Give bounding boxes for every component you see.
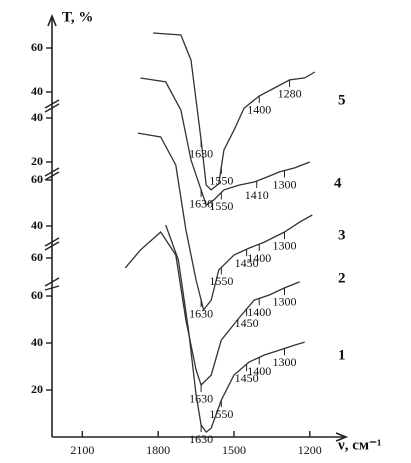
curve-label: 2 [338, 270, 346, 286]
x-axis-label: ν, см⁻¹ [337, 437, 382, 453]
peak-label: 1630 [189, 392, 213, 406]
peak-label: 1300 [273, 355, 297, 369]
curve-label: 3 [338, 227, 346, 243]
peak-label: 1400 [247, 364, 271, 378]
peak-label: 1400 [247, 251, 271, 265]
curve-label: 5 [338, 92, 346, 108]
spectrum-line [137, 132, 313, 312]
peak-label: 1300 [273, 177, 297, 191]
y-tick-label: 60 [31, 172, 43, 186]
peak-label: 1550 [209, 174, 233, 188]
curve-label: 4 [334, 175, 342, 191]
y-tick-label: 60 [31, 40, 43, 54]
peak-label: 1450 [235, 371, 259, 385]
axis-breaks [44, 99, 60, 291]
peak-label: 1300 [273, 239, 297, 253]
curve-label: 1 [338, 347, 346, 363]
peak-label: 1630 [189, 307, 213, 321]
x-tick-label: 1800 [146, 443, 170, 457]
y-tick-label: 40 [31, 218, 43, 232]
spectrum-line [165, 224, 305, 434]
peak-label: 1450 [235, 316, 259, 330]
peak-label: 1630 [189, 432, 213, 446]
peak-label: 1280 [278, 87, 302, 101]
peak-label: 1400 [247, 305, 271, 319]
y-tick-label: 60 [31, 250, 43, 264]
peak-label: 1630 [189, 147, 213, 161]
y-tick-label: 40 [31, 110, 43, 124]
peak-label: 1450 [235, 256, 259, 270]
y-axis-arrow [47, 13, 57, 27]
spectrum-line [153, 32, 316, 191]
y-axis-label: T, % [62, 9, 93, 25]
spectrum-line [124, 231, 300, 387]
y-tick-label: 40 [31, 84, 43, 98]
y-tick-label: 40 [31, 335, 43, 349]
x-tick-label: 2100 [70, 443, 94, 457]
peak-label: 1550 [209, 199, 233, 213]
x-axis-arrow [335, 432, 349, 442]
y-tick-label: 20 [31, 154, 43, 168]
x-tick-label: 1200 [298, 443, 322, 457]
peak-label: 1550 [209, 274, 233, 288]
y-tick-label: 20 [31, 382, 43, 396]
peak-label: 1300 [273, 295, 297, 309]
y-tick-label: 60 [31, 288, 43, 302]
spectrum-line [140, 77, 311, 206]
peak-label: 1410 [245, 188, 269, 202]
peak-label: 1630 [189, 197, 213, 211]
x-tick-label: 1500 [222, 443, 246, 457]
peak-label: 1550 [209, 407, 233, 421]
peak-label: 1400 [247, 103, 271, 117]
